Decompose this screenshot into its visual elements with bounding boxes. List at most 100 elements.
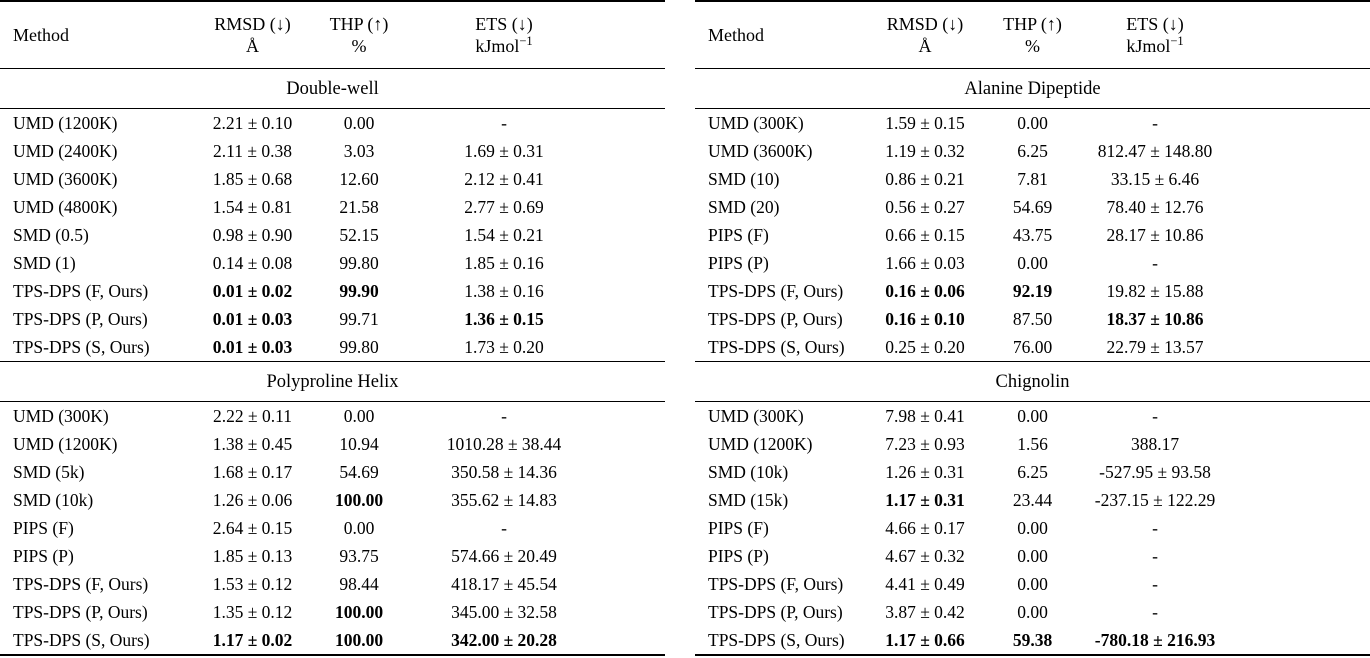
spacer-cell	[610, 486, 665, 514]
ets-cell: -	[1152, 518, 1158, 538]
method-cell: PIPS (F)	[708, 225, 769, 245]
spacer-cell	[610, 109, 665, 138]
thp-column-header: THP (↑) %	[320, 1, 398, 69]
spacer-cell	[610, 165, 665, 193]
thp-cell: 0.00	[343, 406, 375, 426]
table-body-left: Double-well UMD (1200K) 2.21 ± 0.10 0.00- UM…	[0, 68, 665, 656]
rmsd-cell: 4.66 ± 0.17	[885, 518, 965, 538]
rmsd-cell: 4.67 ± 0.32	[885, 546, 965, 566]
thp-cell: 6.25	[1017, 141, 1048, 161]
method-cell: UMD (1200K)	[708, 434, 813, 454]
table-row: TPS-DPS (P, Ours) 1.35 ± 0.12 100.00 345.00…	[0, 598, 665, 626]
rmsd-cell: 2.64 ± 0.15	[212, 518, 293, 538]
spacer-cell	[1235, 542, 1370, 570]
ets-unit-exponent: −1	[1170, 34, 1184, 48]
table-row: PIPS (P) 1.85 ± 0.13 93.75 574.66 ± 20.49	[0, 542, 665, 570]
spacer-column-header	[1235, 1, 1370, 69]
spacer-cell	[610, 542, 665, 570]
table-row: SMD (10) 0.86 ± 0.21 7.81 33.15 ± 6.46	[695, 165, 1370, 193]
thp-cell: 0.00	[1017, 406, 1048, 426]
thp-cell: 0.00	[343, 518, 375, 538]
table-row: TPS-DPS (F, Ours) 0.01 ± 0.02 99.90 1.38 ± …	[0, 277, 665, 305]
thp-cell: 59.38	[1012, 630, 1053, 650]
section-title: Double-well	[0, 68, 665, 109]
rmsd-cell: 0.56 ± 0.27	[885, 197, 965, 217]
spacer-cell	[610, 333, 665, 362]
rmsd-cell: 1.59 ± 0.15	[885, 113, 965, 133]
spacer-cell	[1235, 430, 1370, 458]
method-cell: SMD (10k)	[13, 490, 94, 510]
table-row: UMD (1200K) 2.21 ± 0.10 0.00 -	[0, 109, 665, 138]
spacer-cell	[1235, 249, 1370, 277]
rmsd-cell: 2.21 ± 0.10	[212, 113, 293, 133]
spacer-column-header	[610, 1, 665, 69]
spacer-cell	[610, 458, 665, 486]
thp-column-header: THP (↑) %	[990, 1, 1075, 69]
rmsd-cell: 3.87 ± 0.42	[885, 602, 965, 622]
ets-cell: 1010.28 ± 38.44	[446, 434, 562, 454]
results-table-right: Method RMSD (↓) Å THP (↑) % ETS (↓) kJmo…	[695, 0, 1370, 656]
thp-cell: 23.44	[1012, 490, 1053, 510]
rmsd-cell: 0.14 ± 0.08	[212, 253, 293, 273]
table-row: UMD (1200K) 7.23 ± 0.93 1.56 388.17	[695, 430, 1370, 458]
method-cell: TPS-DPS (F, Ours)	[708, 574, 844, 594]
rmsd-column-header: RMSD (↓) Å	[860, 1, 990, 69]
spacer-cell	[1235, 598, 1370, 626]
thp-cell: 93.75	[339, 546, 379, 566]
spacer-cell	[1235, 221, 1370, 249]
section-title-row: Double-well	[0, 68, 665, 109]
thp-cell: 52.15	[339, 225, 379, 245]
thp-cell: 0.00	[1017, 253, 1048, 273]
table-header-right: Method RMSD (↓) Å THP (↑) % ETS (↓) kJmo…	[695, 1, 1370, 69]
rmsd-cell: 1.26 ± 0.31	[885, 462, 965, 482]
ets-cell: 342.00 ± 20.28	[451, 630, 557, 650]
spacer-cell	[610, 221, 665, 249]
rmsd-header-metric: RMSD (↓)	[214, 14, 291, 34]
rmsd-cell: 1.35 ± 0.12	[212, 602, 293, 622]
rmsd-column-header: RMSD (↓) Å	[185, 1, 320, 69]
ets-cell: 1.69 ± 0.31	[464, 141, 544, 161]
thp-header-unit: %	[351, 36, 367, 56]
table-row: UMD (300K) 1.59 ± 0.15 0.00 -	[695, 109, 1370, 138]
table-row: TPS-DPS (F, Ours) 4.41 ± 0.49 0.00 -	[695, 570, 1370, 598]
table-row: TPS-DPS (P, Ours) 0.01 ± 0.03 99.71 1.36 ± …	[0, 305, 665, 333]
table-row: UMD (3600K) 1.19 ± 0.32 6.25 812.47 ± 148.8…	[695, 137, 1370, 165]
spacer-cell	[1235, 458, 1370, 486]
ets-cell: -	[1152, 602, 1158, 622]
header-row: Method RMSD (↓) Å THP (↑) % ETS (↓) kJmo…	[695, 1, 1370, 69]
spacer-cell	[610, 570, 665, 598]
ets-cell: -527.95 ± 93.58	[1099, 462, 1211, 482]
spacer-cell	[1235, 277, 1370, 305]
rmsd-cell: 1.17 ± 0.66	[885, 630, 965, 650]
method-cell: PIPS (P)	[708, 253, 769, 273]
thp-cell: 100.00	[334, 490, 384, 510]
method-cell: TPS-DPS (P, Ours)	[708, 309, 843, 329]
thp-cell: 99.80	[339, 337, 379, 357]
thp-header-unit: %	[1025, 36, 1040, 56]
ets-cell: -	[1152, 406, 1158, 426]
rmsd-cell: 0.25 ± 0.20	[885, 337, 965, 357]
thp-cell: 1.56	[1017, 434, 1048, 454]
rmsd-cell: 1.17 ± 0.31	[885, 490, 965, 510]
table-row: SMD (10k) 1.26 ± 0.31 6.25 -527.95 ± 93.58	[695, 458, 1370, 486]
method-cell: PIPS (F)	[708, 518, 769, 538]
spacer-cell	[1235, 514, 1370, 542]
method-cell: PIPS (P)	[708, 546, 769, 566]
table-row: PIPS (F) 2.64 ± 0.15 0.00 -	[0, 514, 665, 542]
thp-cell: 21.58	[339, 197, 379, 217]
spacer-cell	[1235, 486, 1370, 514]
spacer-cell	[610, 277, 665, 305]
method-cell: SMD (15k)	[708, 490, 789, 510]
table-row: SMD (10k) 1.26 ± 0.06 100.00 355.62 ± 14.83	[0, 486, 665, 514]
results-table-left: Method RMSD (↓) Å THP (↑) % ETS (↓) kJmo…	[0, 0, 665, 656]
thp-cell: 0.00	[1017, 518, 1048, 538]
spacer-cell	[610, 137, 665, 165]
ets-cell: -	[1152, 574, 1158, 594]
method-cell: TPS-DPS (F, Ours)	[13, 574, 149, 594]
table-row: UMD (300K) 2.22 ± 0.11 0.00 -	[0, 402, 665, 431]
ets-header-metric: ETS (↓)	[1126, 14, 1184, 34]
ets-cell: 33.15 ± 6.46	[1110, 169, 1200, 189]
spacer-cell	[1235, 137, 1370, 165]
table-row: SMD (1) 0.14 ± 0.08 99.80 1.85 ± 0.16	[0, 249, 665, 277]
ets-cell: 812.47 ± 148.80	[1097, 141, 1213, 161]
